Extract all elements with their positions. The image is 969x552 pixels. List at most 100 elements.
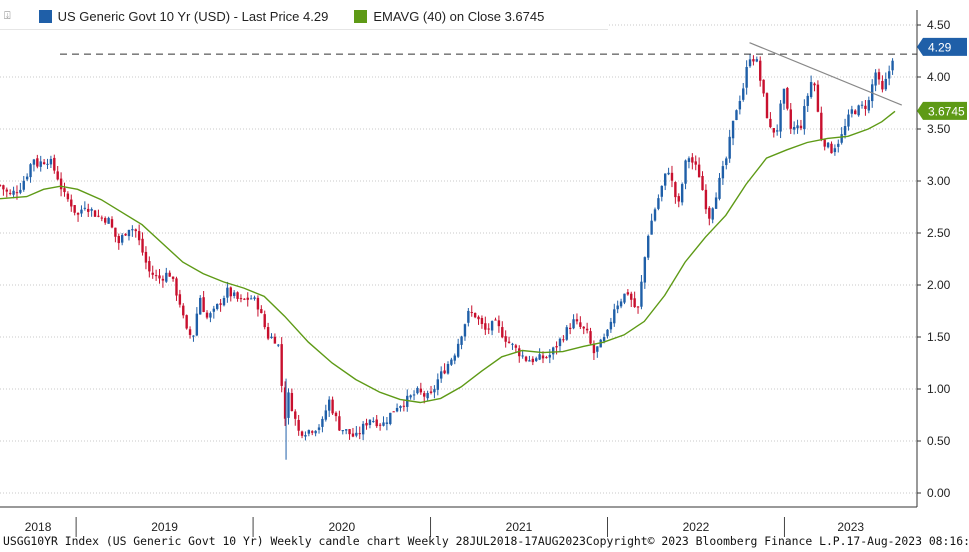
candle-body[interactable] — [847, 114, 850, 127]
candle-body[interactable] — [877, 72, 881, 80]
candle-body[interactable] — [368, 419, 372, 426]
candle-body[interactable] — [609, 321, 613, 330]
candle-body[interactable] — [589, 331, 592, 344]
candle-body[interactable] — [755, 59, 759, 62]
candle-body[interactable] — [361, 423, 365, 435]
candle-body[interactable] — [433, 389, 436, 393]
candle-body[interactable] — [365, 422, 368, 426]
candle-body[interactable] — [2, 185, 5, 190]
candle-body[interactable] — [344, 429, 348, 431]
candle-body[interactable] — [782, 88, 786, 104]
candle-body[interactable] — [253, 297, 256, 299]
candle-body[interactable] — [90, 209, 93, 211]
candle-body[interactable] — [860, 104, 864, 106]
candle-body[interactable] — [708, 207, 711, 219]
candle-body[interactable] — [114, 227, 117, 237]
candle-body[interactable] — [188, 329, 192, 335]
candle-body[interactable] — [735, 110, 738, 121]
candle-body[interactable] — [759, 60, 762, 81]
candle-body[interactable] — [721, 166, 725, 179]
candle-body[interactable] — [619, 301, 623, 307]
candle-body[interactable] — [110, 219, 114, 228]
candle-body[interactable] — [626, 292, 630, 295]
candle-body[interactable] — [789, 109, 792, 129]
candle-body[interactable] — [599, 339, 602, 348]
candle-body[interactable] — [412, 394, 416, 396]
candle-body[interactable] — [226, 287, 229, 298]
candle-body[interactable] — [304, 435, 307, 437]
candle-body[interactable] — [497, 320, 501, 327]
candle-body[interactable] — [867, 100, 871, 111]
candle-body[interactable] — [473, 312, 477, 318]
candle-body[interactable] — [504, 336, 507, 342]
candle-body[interactable] — [742, 88, 745, 100]
candle-body[interactable] — [283, 387, 287, 419]
legend-item-price[interactable]: US Generic Govt 10 Yr (USD) - Last Price… — [38, 9, 328, 24]
candle-body[interactable] — [120, 235, 124, 243]
candle-body[interactable] — [463, 324, 467, 337]
candle-body[interactable] — [545, 357, 548, 359]
candle-body[interactable] — [395, 407, 399, 412]
candle-body[interactable] — [806, 95, 809, 106]
candle-body[interactable] — [562, 339, 565, 341]
candle-body[interactable] — [786, 87, 789, 109]
candle-body[interactable] — [141, 238, 144, 253]
candle-body[interactable] — [202, 297, 205, 312]
candle-body[interactable] — [314, 430, 317, 434]
candle-body[interactable] — [263, 314, 266, 328]
candle-body[interactable] — [300, 431, 304, 436]
trendline[interactable] — [749, 42, 903, 106]
candle-body[interactable] — [351, 433, 355, 437]
candle-body[interactable] — [837, 143, 840, 147]
candle-body[interactable] — [168, 272, 171, 277]
candle-body[interactable] — [809, 82, 813, 98]
candle-body[interactable] — [392, 411, 395, 413]
candle-body[interactable] — [548, 354, 551, 358]
candle-body[interactable] — [511, 343, 514, 345]
candle-body[interactable] — [70, 199, 73, 207]
candle-body[interactable] — [127, 229, 131, 237]
candle-body[interactable] — [670, 172, 674, 181]
candle-body[interactable] — [246, 297, 249, 300]
candle-body[interactable] — [596, 346, 599, 352]
candle-body[interactable] — [887, 71, 891, 79]
candle-body[interactable] — [480, 318, 484, 325]
candle-body[interactable] — [280, 344, 283, 386]
candle-body[interactable] — [436, 379, 440, 390]
candle-body[interactable] — [772, 128, 775, 133]
candle-body[interactable] — [826, 142, 830, 148]
candle-body[interactable] — [538, 354, 541, 360]
candle-body[interactable] — [579, 322, 582, 327]
candle-body[interactable] — [704, 189, 708, 210]
candle-body[interactable] — [63, 188, 66, 193]
candle-body[interactable] — [840, 134, 843, 143]
candle-body[interactable] — [769, 118, 772, 128]
candle-body[interactable] — [854, 110, 857, 115]
candle-body[interactable] — [93, 210, 97, 217]
candle-body[interactable] — [205, 312, 209, 318]
candle-body[interactable] — [266, 327, 270, 339]
candle-body[interactable] — [73, 205, 76, 213]
candle-body[interactable] — [423, 393, 426, 397]
candle-body[interactable] — [680, 184, 684, 203]
candle-body[interactable] — [718, 177, 721, 199]
candle-body[interactable] — [175, 278, 178, 296]
candle-body[interactable] — [518, 348, 521, 357]
candle-body[interactable] — [290, 393, 294, 412]
candle-body[interactable] — [426, 392, 429, 399]
candle-body[interactable] — [195, 313, 199, 336]
candle-body[interactable] — [12, 190, 15, 195]
candle-body[interactable] — [633, 298, 636, 308]
candle-body[interactable] — [779, 103, 782, 132]
candle-body[interactable] — [53, 157, 56, 171]
candle-body[interactable] — [694, 161, 697, 165]
candle-body[interactable] — [684, 160, 687, 184]
candle-body[interactable] — [711, 208, 714, 220]
candle-body[interactable] — [222, 298, 226, 306]
candle-body[interactable] — [456, 343, 460, 357]
candle-body[interactable] — [647, 235, 650, 258]
candle-body[interactable] — [484, 323, 487, 330]
candle-body[interactable] — [881, 80, 884, 90]
candle-body[interactable] — [843, 126, 847, 136]
candle-body[interactable] — [355, 432, 358, 436]
